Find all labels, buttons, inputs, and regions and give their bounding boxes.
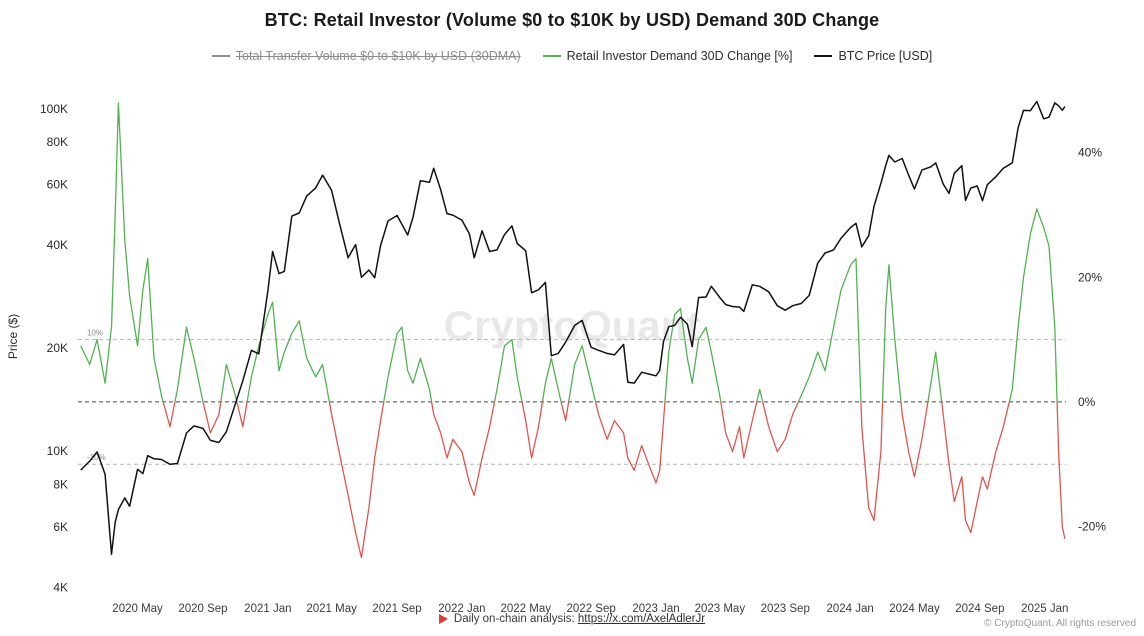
x-axis-tick-label: 2022 Sep	[567, 603, 616, 615]
x-axis-tick-label: 2023 May	[695, 603, 746, 615]
demand-line-negative	[162, 401, 1066, 559]
footer-label: Daily on-chain analysis:	[453, 613, 575, 625]
chart-title: BTC: Retail Investor (Volume $0 to $10K …	[264, 10, 880, 30]
footer-note: Daily on-chain analysis: https://x.com/A…	[0, 613, 1144, 625]
legend: Total Transfer Volume $0 to $10K by USD …	[0, 49, 1144, 63]
legend-item-0[interactable]: Total Transfer Volume $0 to $10K by USD …	[211, 49, 521, 63]
watermark: CryptoQuant	[444, 302, 701, 349]
x-axis-tick-label: 2025 Jan	[1021, 603, 1068, 615]
left-axis-tick-label: 80K	[47, 135, 68, 149]
left-axis-tick-label: 4K	[53, 580, 68, 594]
legend-label: BTC Price [USD]	[838, 49, 933, 63]
right-axis-tick-label: -20%	[1078, 519, 1106, 533]
left-axis-tick-label: 10K	[47, 444, 68, 458]
demand-line-positive	[80, 102, 1058, 402]
legend-swatch-icon	[211, 55, 230, 57]
x-axis-tick-label: 2024 Sep	[955, 603, 1004, 615]
x-axis-tick-label: 2021 Jan	[244, 603, 291, 615]
legend-label: Total Transfer Volume $0 to $10K by USD …	[235, 49, 521, 63]
right-axis-tick-label: 40%	[1078, 146, 1102, 160]
x-axis-tick-label: 2021 May	[306, 603, 357, 615]
analysis-link[interactable]: https://x.com/AxelAdlerJr	[577, 613, 706, 625]
x-axis-tick-label: 2020 May	[112, 603, 163, 615]
legend-item-1[interactable]: Retail Investor Demand 30D Change [%]	[542, 49, 793, 63]
legend-swatch-icon	[542, 55, 561, 57]
left-axis-tick-label: 20K	[47, 341, 68, 355]
right-axis-tick-label: 0%	[1078, 395, 1096, 409]
left-axis-tick-label: 100K	[40, 102, 68, 116]
x-axis-tick-label: 2022 Jan	[438, 603, 485, 615]
copyright-text: © CryptoQuant. All rights reserved	[984, 618, 1136, 629]
red-flag-icon	[438, 613, 448, 624]
plot-area[interactable]	[78, 78, 1066, 595]
x-axis-tick-label: 2024 May	[889, 603, 940, 615]
left-axis-tick-label: 60K	[47, 178, 68, 192]
x-axis-tick-label: 2022 May	[500, 603, 551, 615]
x-axis-tick-label: 2024 Jan	[826, 603, 873, 615]
x-axis-tick-label: 2021 Sep	[372, 603, 421, 615]
legend-item-2[interactable]: BTC Price [USD]	[814, 49, 932, 63]
x-axis-tick-label: 2020 Sep	[178, 603, 227, 615]
btc-price-line	[80, 100, 1066, 555]
legend-swatch-icon	[814, 55, 833, 57]
left-axis-tick-label: 8K	[53, 477, 68, 491]
reference-line-label: -10%	[87, 453, 106, 462]
left-axis-tick-label: 6K	[53, 520, 68, 534]
x-axis-tick-label: 2023 Jan	[632, 603, 679, 615]
left-axis-tick-label: 40K	[47, 238, 68, 252]
x-axis-tick-label: 2023 Sep	[761, 603, 810, 615]
right-axis-tick-label: 20%	[1078, 270, 1102, 284]
legend-label: Retail Investor Demand 30D Change [%]	[566, 49, 793, 63]
y-axis-title: Price ($)	[6, 314, 20, 359]
reference-line-label: 10%	[87, 329, 103, 338]
